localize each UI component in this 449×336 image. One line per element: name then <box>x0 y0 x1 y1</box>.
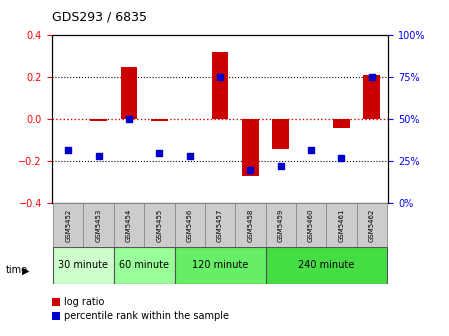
Bar <box>333 119 350 128</box>
Bar <box>144 203 175 247</box>
Bar <box>265 203 296 247</box>
Bar <box>211 52 229 119</box>
Text: GSM5454: GSM5454 <box>126 209 132 242</box>
Bar <box>242 119 259 176</box>
Point <box>186 154 193 159</box>
Point <box>247 167 254 172</box>
Bar <box>90 119 107 121</box>
Text: GSM5460: GSM5460 <box>308 208 314 242</box>
Text: GDS293 / 6835: GDS293 / 6835 <box>52 10 147 24</box>
Text: GSM5452: GSM5452 <box>65 209 71 242</box>
Bar <box>53 247 114 284</box>
Point <box>216 75 224 80</box>
Point <box>368 75 375 80</box>
Text: GSM5455: GSM5455 <box>156 209 163 242</box>
Bar <box>296 203 326 247</box>
Point <box>156 150 163 156</box>
Text: GSM5462: GSM5462 <box>369 208 375 242</box>
Bar <box>53 203 84 247</box>
Bar <box>326 203 357 247</box>
Bar <box>84 203 114 247</box>
Point <box>125 117 132 122</box>
Point <box>308 147 315 152</box>
Bar <box>273 119 289 149</box>
Point <box>95 154 102 159</box>
Text: 60 minute: 60 minute <box>119 260 169 270</box>
Text: ▶: ▶ <box>22 265 29 276</box>
Text: 240 minute: 240 minute <box>298 260 354 270</box>
Text: GSM5453: GSM5453 <box>96 208 101 242</box>
Point <box>277 164 284 169</box>
Text: 120 minute: 120 minute <box>192 260 248 270</box>
Bar <box>265 247 387 284</box>
Bar <box>235 203 265 247</box>
Text: time: time <box>5 265 27 276</box>
Text: GSM5461: GSM5461 <box>339 208 344 242</box>
Text: 30 minute: 30 minute <box>58 260 109 270</box>
Bar <box>175 203 205 247</box>
Text: log ratio: log ratio <box>64 297 105 307</box>
Bar <box>114 203 144 247</box>
Bar <box>205 203 235 247</box>
Text: GSM5456: GSM5456 <box>187 208 193 242</box>
Text: GSM5458: GSM5458 <box>247 208 253 242</box>
Bar <box>121 67 137 119</box>
Text: GSM5457: GSM5457 <box>217 208 223 242</box>
Bar <box>175 247 265 284</box>
Bar <box>151 119 167 121</box>
Point <box>65 147 72 152</box>
Text: percentile rank within the sample: percentile rank within the sample <box>64 311 229 321</box>
Bar <box>363 75 380 119</box>
Bar <box>357 203 387 247</box>
Point <box>338 155 345 161</box>
Text: GSM5459: GSM5459 <box>277 208 284 242</box>
Bar <box>114 247 175 284</box>
